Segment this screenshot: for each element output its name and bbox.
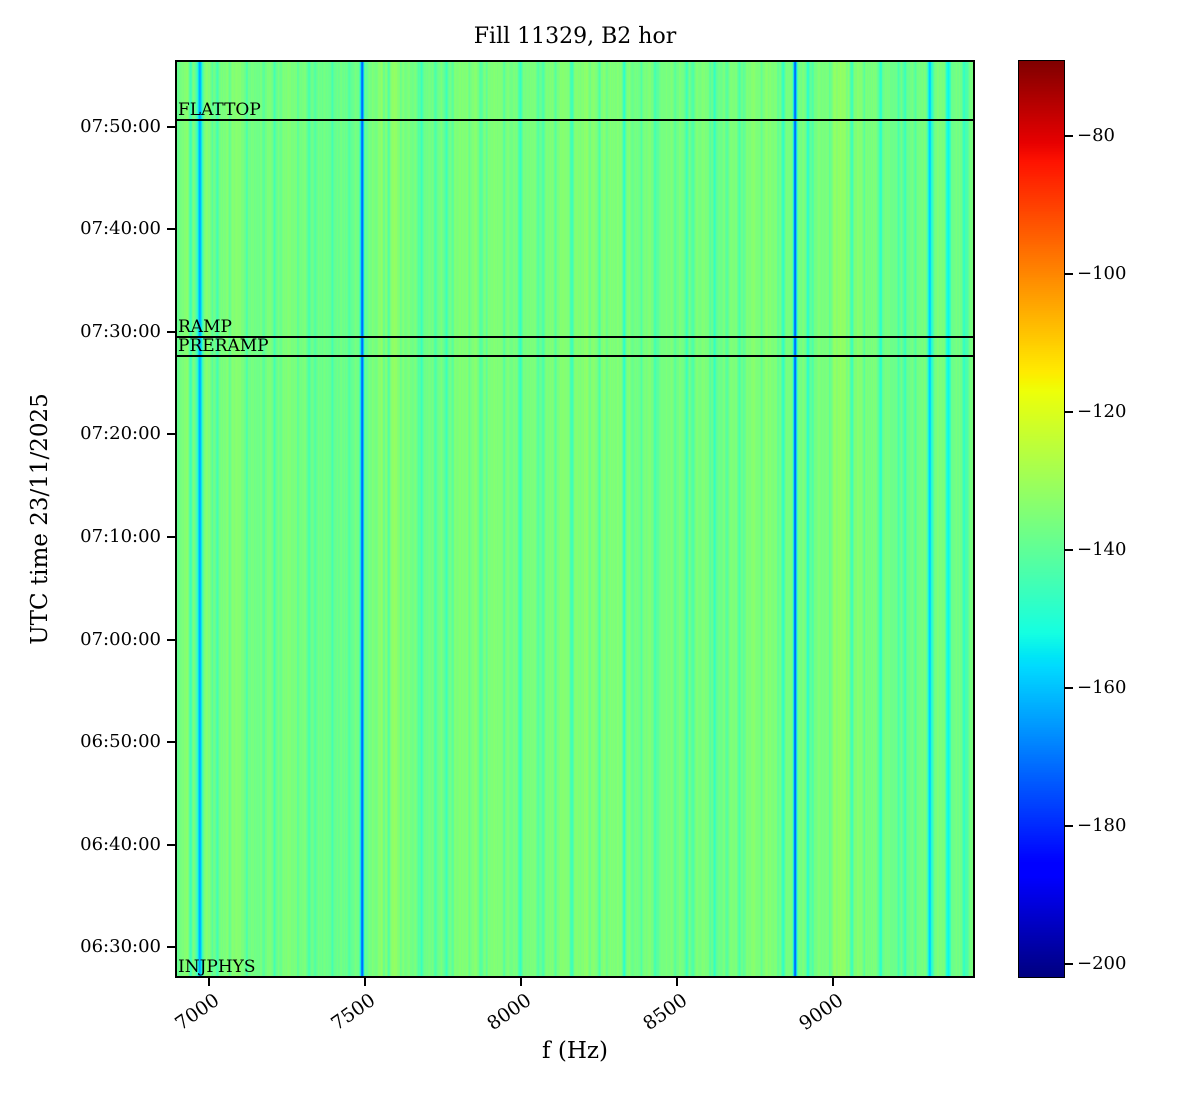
x-tick-mark — [520, 978, 523, 986]
x-tick-label: 9000 — [794, 989, 848, 1035]
y-tick-label: 07:00:00 — [80, 628, 161, 650]
colorbar-tick-mark — [1065, 687, 1073, 690]
beam-mode-line — [175, 118, 975, 122]
y-tick-mark — [167, 228, 175, 231]
x-tick-mark — [208, 978, 211, 986]
colorbar-tick-mark — [1065, 549, 1073, 552]
x-tick-mark — [832, 978, 835, 986]
x-tick-label: 8500 — [638, 989, 692, 1035]
y-tick-mark — [167, 125, 175, 128]
colorbar-tick-mark — [1065, 272, 1073, 275]
x-axis-label: f (Hz) — [542, 1038, 608, 1064]
y-tick-label: 06:30:00 — [80, 936, 161, 958]
y-tick-mark — [167, 535, 175, 538]
x-tick-mark — [364, 978, 367, 986]
colorbar-tick-label: −180 — [1077, 815, 1127, 837]
x-tick-label: 7500 — [327, 989, 380, 1035]
y-tick-label: 07:30:00 — [80, 320, 161, 342]
colorbar-tick-mark — [1065, 963, 1073, 966]
y-tick-mark — [167, 433, 175, 436]
y-tick-label: 07:20:00 — [80, 423, 161, 445]
y-tick-mark — [167, 330, 175, 333]
beam-mode-line — [175, 335, 975, 339]
y-tick-mark — [167, 843, 175, 846]
y-tick-mark — [167, 741, 175, 744]
colorbar-tick-label: −80 — [1077, 124, 1115, 146]
x-tick-label: 8000 — [483, 989, 536, 1035]
y-tick-label: 07:50:00 — [80, 115, 161, 137]
y-tick-label: 06:50:00 — [80, 731, 161, 753]
colorbar-tick-label: −140 — [1077, 539, 1127, 561]
beam-mode-line — [175, 354, 975, 357]
colorbar-tick-label: −160 — [1077, 677, 1127, 699]
chart-title: Fill 11329, B2 hor — [473, 24, 677, 49]
x-tick-mark — [676, 978, 679, 986]
x-tick-label: 7000 — [171, 989, 224, 1035]
colorbar-tick-label: −120 — [1077, 401, 1127, 422]
spectrogram-heatmap — [175, 60, 975, 978]
y-tick-label: 07:40:00 — [80, 218, 161, 240]
colorbar-tick-label: −200 — [1077, 953, 1127, 975]
colorbar — [1018, 60, 1065, 978]
y-tick-label: 07:10:00 — [80, 525, 161, 547]
beam-mode-label: FLATTOP — [178, 99, 261, 120]
y-tick-mark — [167, 946, 175, 949]
colorbar-tick-mark — [1065, 411, 1073, 413]
colorbar-tick-mark — [1065, 134, 1073, 137]
beam-mode-label: PRERAMP — [178, 335, 269, 356]
beam-mode-label: INJPHYS — [178, 957, 256, 978]
y-tick-label: 06:40:00 — [80, 833, 161, 855]
colorbar-tick-mark — [1065, 825, 1073, 828]
colorbar-tick-label: −100 — [1077, 262, 1127, 284]
beam-mode-label: RAMP — [178, 316, 232, 337]
beam-mode-line — [175, 976, 975, 979]
y-tick-mark — [167, 638, 175, 641]
